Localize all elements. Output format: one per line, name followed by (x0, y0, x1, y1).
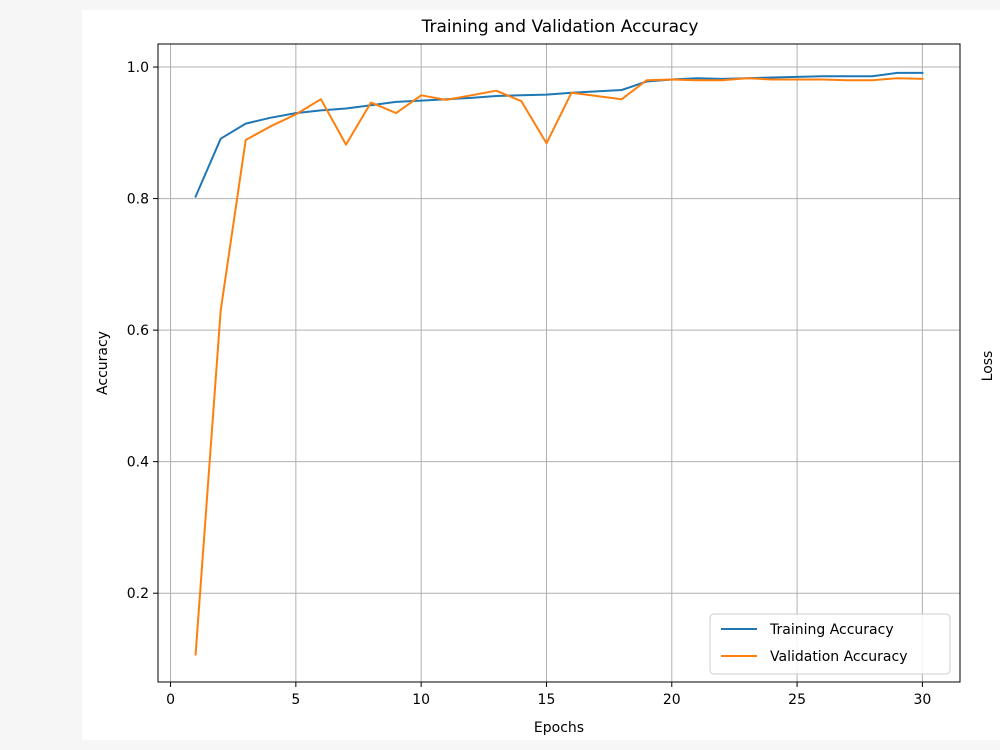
y-tick-label: 0.4 (127, 455, 149, 471)
y-axis-label: Accuracy (95, 331, 111, 395)
legend-label-validation: Validation Accuracy (770, 649, 908, 665)
chart-title: Training and Validation Accuracy (421, 17, 699, 37)
y-tick-label: 0.8 (127, 192, 149, 208)
x-tick-label: 10 (412, 692, 430, 708)
validation-accuracy-line (194, 77, 924, 656)
plot-frame (157, 43, 961, 683)
grid-layer (158, 44, 960, 682)
x-tick-label: 5 (291, 692, 300, 708)
x-tick-label: 20 (663, 692, 681, 708)
x-tick-label: 15 (538, 692, 556, 708)
x-axis-label: Epochs (534, 720, 584, 736)
ticks-layer: 0 5 10 15 20 25 30 0.2 0.4 0.6 0.8 1.0 (127, 60, 932, 708)
training-accuracy-line (194, 71, 924, 198)
y-tick-label: 1.0 (127, 60, 149, 76)
legend: Training Accuracy Validation Accuracy (709, 613, 951, 675)
x-tick-label: 0 (166, 692, 175, 708)
legend-label-training: Training Accuracy (769, 622, 894, 638)
legend-box (709, 613, 951, 675)
y-tick-label: 0.2 (127, 586, 149, 602)
series-layer (194, 71, 924, 656)
x-tick-label: 30 (913, 692, 931, 708)
right-axis-label: Loss (980, 351, 996, 382)
x-tick-label: 25 (788, 692, 806, 708)
y-tick-label: 0.6 (127, 323, 149, 339)
